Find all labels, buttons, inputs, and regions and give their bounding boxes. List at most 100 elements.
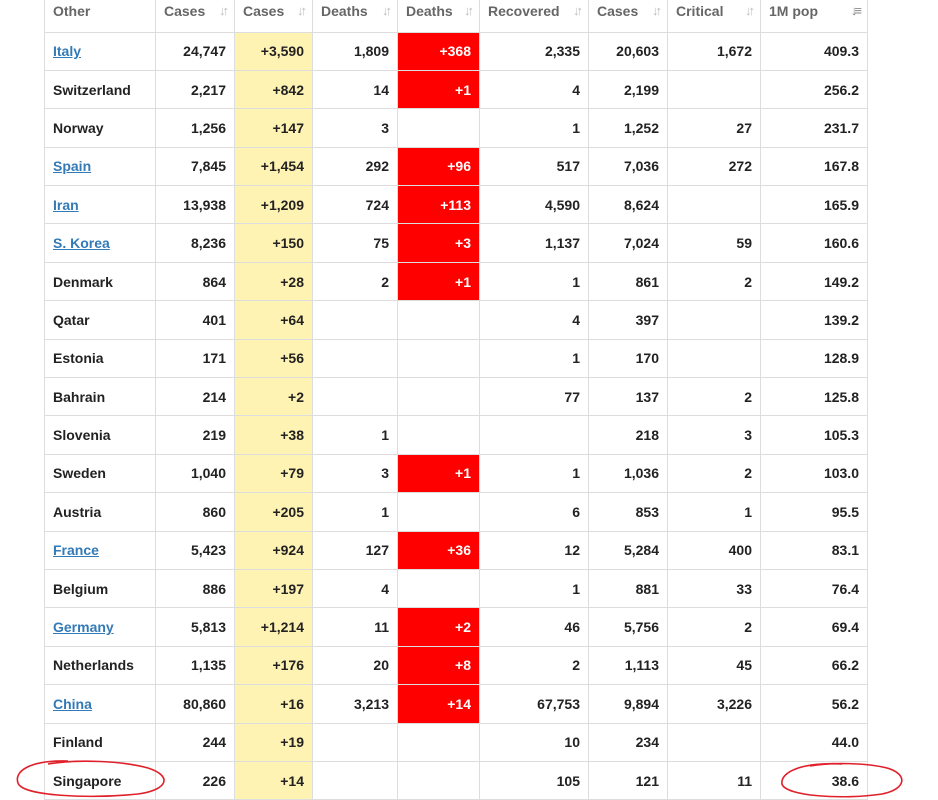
cell-total-deaths: 292 xyxy=(312,146,398,187)
cell-active-cases: 121 xyxy=(588,760,668,800)
cell-per-million: 38.6 xyxy=(760,760,868,800)
cell-active-cases: 1,113 xyxy=(588,645,668,686)
cell-total-deaths: 1 xyxy=(312,415,398,455)
cell-new-cases: +924 xyxy=(234,530,313,570)
country-link[interactable]: Iran xyxy=(53,196,79,213)
cell-per-million: 167.8 xyxy=(760,146,868,187)
table-row: S. Korea 8,236 +150 75 +3 1,137 7,024 59 160.6 xyxy=(44,223,868,263)
cell-country: Germany xyxy=(44,607,156,647)
cell-new-deaths: +368 xyxy=(397,31,480,71)
country-link[interactable]: Spain xyxy=(53,158,92,175)
table-row: France 5,423 +924 127 +36 12 5,284 400 83.1 xyxy=(44,530,868,570)
country-link[interactable]: Italy xyxy=(53,43,82,60)
column-header-per-million[interactable]: 1M pop ↓≡ xyxy=(760,0,868,33)
cell-critical: 2 xyxy=(667,453,761,494)
cell-critical xyxy=(667,338,761,379)
cell-active-cases: 20,603 xyxy=(588,31,668,71)
sort-arrows-icon[interactable]: ↓↑ xyxy=(745,3,755,18)
cell-total-deaths: 4 xyxy=(312,568,398,609)
cell-new-cases: +2 xyxy=(234,377,313,417)
cell-new-deaths xyxy=(397,377,480,417)
sort-arrows-icon[interactable]: ↓↑ xyxy=(652,3,662,18)
column-header-recovered[interactable]: Recovered ↓↑ xyxy=(479,0,589,33)
sort-arrows-icon[interactable]: ↓↑ xyxy=(382,3,392,18)
cell-per-million: 128.9 xyxy=(760,338,868,379)
cell-total-cases: 2,217 xyxy=(155,69,235,110)
table-row: Sweden 1,040 +79 3 +1 1 1,036 2 103.0 xyxy=(44,453,868,494)
column-header-total-cases[interactable]: Cases ↓↑ xyxy=(155,0,235,33)
country-link[interactable]: France xyxy=(53,542,99,559)
cell-recovered: 517 xyxy=(479,146,589,187)
country-name: Slovenia xyxy=(53,427,111,444)
sort-descending-icon[interactable]: ↓≡ xyxy=(850,3,862,18)
column-header-new-cases[interactable]: Cases ↓↑ xyxy=(234,0,313,33)
cell-country: Italy xyxy=(44,31,156,71)
column-header-active-cases[interactable]: Cases ↓↑ xyxy=(588,0,668,33)
country-name: Norway xyxy=(53,119,104,136)
cell-recovered: 46 xyxy=(479,607,589,647)
cell-total-deaths: 3,213 xyxy=(312,684,398,724)
cell-new-deaths xyxy=(397,300,480,340)
cell-total-cases: 7,845 xyxy=(155,146,235,187)
cell-new-cases: +3,590 xyxy=(234,31,313,71)
cell-total-cases: 401 xyxy=(155,300,235,340)
sort-arrows-icon[interactable]: ↓↑ xyxy=(573,3,583,18)
sort-arrows-icon[interactable]: ↓↑ xyxy=(464,3,474,18)
sort-arrows-icon[interactable]: ↓↑ xyxy=(297,3,307,18)
cell-critical: 272 xyxy=(667,146,761,187)
column-header-new-deaths[interactable]: Deaths ↓↑ xyxy=(397,0,480,33)
country-name: Denmark xyxy=(53,273,113,290)
country-name: Austria xyxy=(53,503,102,520)
cell-active-cases: 7,036 xyxy=(588,146,668,187)
cell-active-cases: 8,624 xyxy=(588,185,668,225)
cell-recovered: 1 xyxy=(479,261,589,302)
column-header-country[interactable]: Other xyxy=(44,0,156,33)
cell-country: Austria xyxy=(44,492,156,532)
table-row: Qatar 401 +64 4 397 139.2 xyxy=(44,300,868,340)
cell-per-million: 56.2 xyxy=(760,684,868,724)
cell-critical: 11 xyxy=(667,760,761,800)
cell-per-million: 165.9 xyxy=(760,185,868,225)
country-name: Bahrain xyxy=(53,388,106,405)
cell-total-cases: 219 xyxy=(155,415,235,455)
country-link[interactable]: S. Korea xyxy=(53,235,110,252)
country-name: Estonia xyxy=(53,350,104,367)
cell-active-cases: 1,036 xyxy=(588,453,668,494)
cell-total-cases: 214 xyxy=(155,377,235,417)
cell-per-million: 256.2 xyxy=(760,69,868,110)
cell-recovered: 1 xyxy=(479,338,589,379)
cell-total-cases: 8,236 xyxy=(155,223,235,263)
cell-total-cases: 244 xyxy=(155,722,235,762)
cell-critical xyxy=(667,300,761,340)
cell-critical: 33 xyxy=(667,568,761,609)
cell-total-deaths: 20 xyxy=(312,645,398,686)
cell-per-million: 66.2 xyxy=(760,645,868,686)
table-row: Iran 13,938 +1,209 724 +113 4,590 8,624 165.9 xyxy=(44,185,868,225)
cell-new-cases: +1,214 xyxy=(234,607,313,647)
cell-critical: 3,226 xyxy=(667,684,761,724)
column-header-critical[interactable]: Critical ↓↑ xyxy=(667,0,761,33)
cell-recovered: 12 xyxy=(479,530,589,570)
country-link[interactable]: Germany xyxy=(53,619,114,636)
sort-arrows-icon[interactable]: ↓↑ xyxy=(219,3,229,18)
cell-new-cases: +1,209 xyxy=(234,185,313,225)
cell-total-deaths: 11 xyxy=(312,607,398,647)
cell-new-cases: +197 xyxy=(234,568,313,609)
cell-active-cases: 218 xyxy=(588,415,668,455)
cell-new-cases: +56 xyxy=(234,338,313,379)
cell-total-deaths xyxy=(312,377,398,417)
cell-country: Netherlands xyxy=(44,645,156,686)
cell-total-deaths: 1,809 xyxy=(312,31,398,71)
cell-total-deaths: 127 xyxy=(312,530,398,570)
cell-total-cases: 1,040 xyxy=(155,453,235,494)
cell-total-deaths: 2 xyxy=(312,261,398,302)
cell-country: Qatar xyxy=(44,300,156,340)
column-header-total-deaths[interactable]: Deaths ↓↑ xyxy=(312,0,398,33)
cell-recovered: 2,335 xyxy=(479,31,589,71)
cell-total-deaths: 3 xyxy=(312,108,398,148)
cell-recovered: 1 xyxy=(479,568,589,609)
cell-total-cases: 1,135 xyxy=(155,645,235,686)
cell-new-deaths: +1 xyxy=(397,453,480,494)
country-link[interactable]: China xyxy=(53,695,92,712)
covid-table-container: Other Cases ↓↑ Cases ↓↑ Deaths ↓↑ Deaths ↓↑ … xyxy=(44,0,868,800)
